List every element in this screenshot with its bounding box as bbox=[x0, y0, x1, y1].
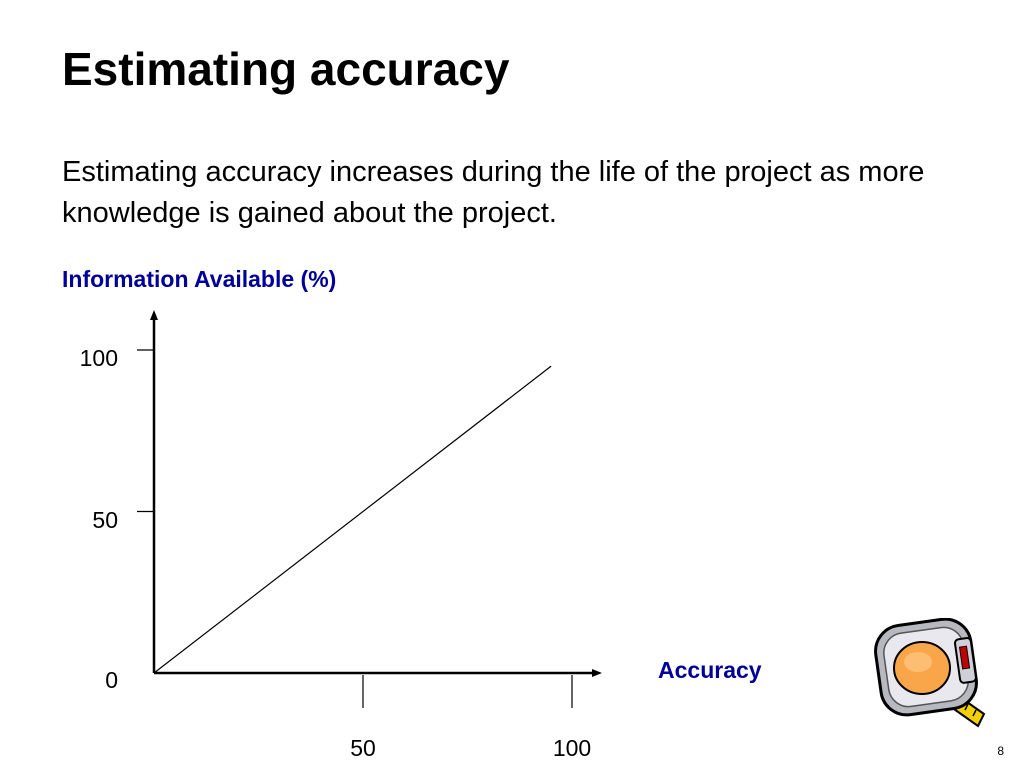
y-axis-arrow bbox=[150, 310, 158, 320]
slide-body-text: Estimating accuracy increases during the… bbox=[62, 156, 925, 229]
x-axis-label: Accuracy bbox=[658, 657, 762, 683]
page-number: 8 bbox=[997, 744, 1004, 758]
series-line bbox=[153, 365, 552, 674]
slide-title: Estimating accuracy bbox=[62, 43, 510, 95]
y-tick-label: 0 bbox=[105, 667, 118, 693]
y-tick-label: 50 bbox=[92, 506, 118, 533]
x-axis-arrow bbox=[592, 669, 602, 677]
tape-measure-icon bbox=[874, 618, 986, 728]
x-tick-label: 100 bbox=[552, 735, 592, 761]
y-axis-label: Information Available (%) bbox=[62, 266, 337, 292]
x-tick-label: 50 bbox=[350, 735, 376, 761]
y-tick-label: 100 bbox=[79, 345, 118, 371]
